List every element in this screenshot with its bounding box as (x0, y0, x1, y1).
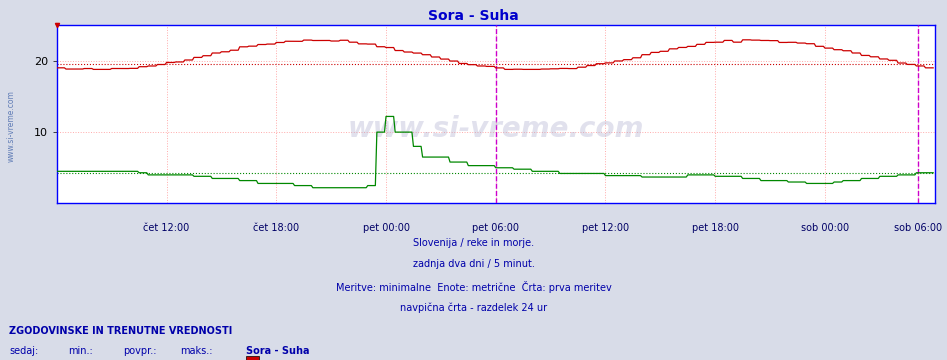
Text: Sora - Suha: Sora - Suha (246, 346, 310, 356)
Text: Sora - Suha: Sora - Suha (428, 9, 519, 23)
Text: pet 00:00: pet 00:00 (363, 223, 409, 233)
Text: Slovenija / reke in morje.: Slovenija / reke in morje. (413, 238, 534, 248)
Text: sob 00:00: sob 00:00 (801, 223, 849, 233)
Text: čet 18:00: čet 18:00 (253, 223, 299, 233)
Text: ZGODOVINSKE IN TRENUTNE VREDNOSTI: ZGODOVINSKE IN TRENUTNE VREDNOSTI (9, 326, 233, 336)
Text: Meritve: minimalne  Enote: metrične  Črta: prva meritev: Meritve: minimalne Enote: metrične Črta:… (335, 281, 612, 293)
Text: pet 12:00: pet 12:00 (581, 223, 629, 233)
Text: povpr.:: povpr.: (123, 346, 156, 356)
Text: zadnja dva dni / 5 minut.: zadnja dva dni / 5 minut. (413, 259, 534, 269)
Text: www.si-vreme.com: www.si-vreme.com (7, 90, 16, 162)
Text: pet 18:00: pet 18:00 (691, 223, 739, 233)
Text: sedaj:: sedaj: (9, 346, 39, 356)
Text: maks.:: maks.: (180, 346, 212, 356)
Text: navpična črta - razdelek 24 ur: navpična črta - razdelek 24 ur (400, 302, 547, 313)
Text: pet 06:00: pet 06:00 (473, 223, 519, 233)
Text: min.:: min.: (68, 346, 93, 356)
Text: čet 12:00: čet 12:00 (143, 223, 189, 233)
Text: www.si-vreme.com: www.si-vreme.com (348, 114, 644, 143)
Text: sob 06:00: sob 06:00 (894, 223, 942, 233)
